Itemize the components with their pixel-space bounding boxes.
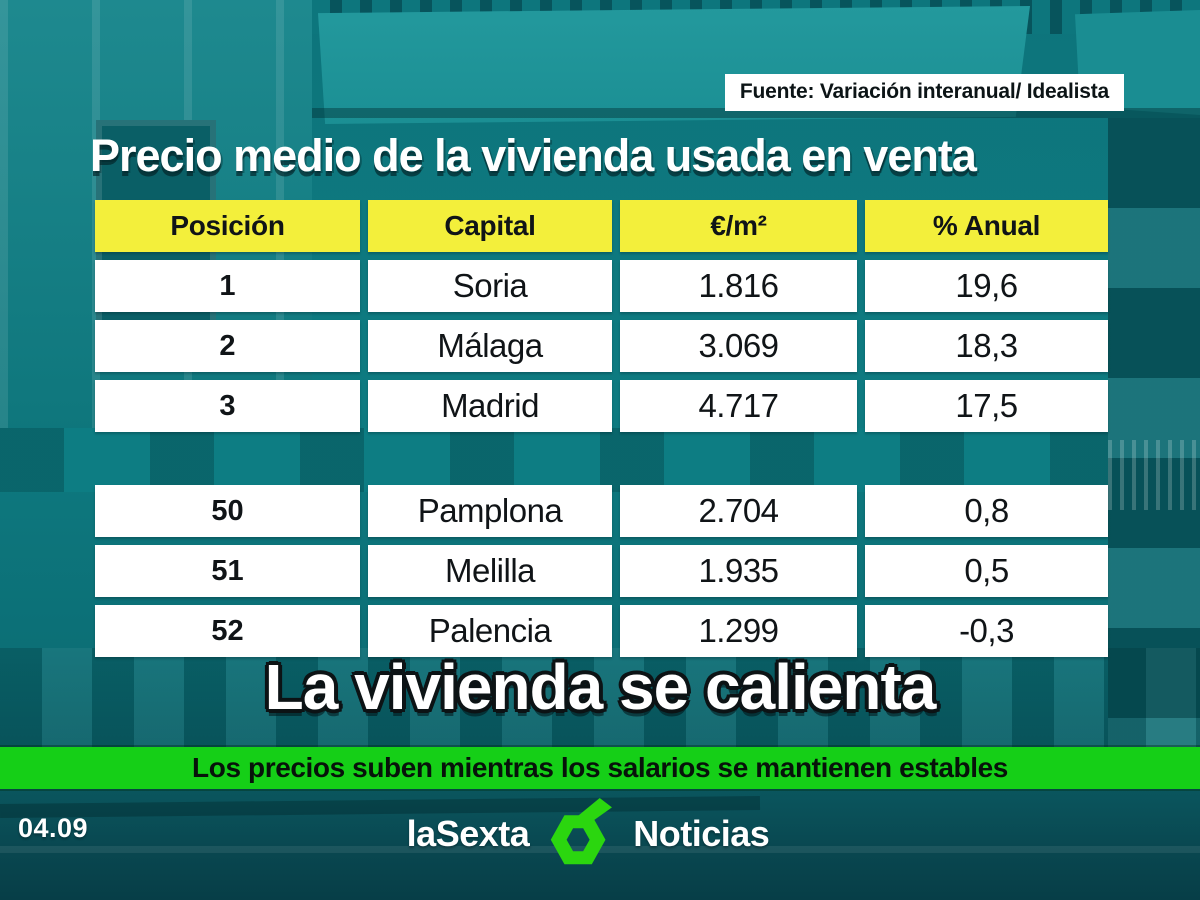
- table-cell-annual: 0,8: [865, 485, 1108, 537]
- table-cell-annual: 0,5: [865, 545, 1108, 597]
- table-cell-annual: 18,3: [865, 320, 1108, 372]
- table-cell-capital: Pamplona: [368, 485, 612, 537]
- table-cell-capital: Melilla: [368, 545, 612, 597]
- ticker-banner: Los precios suben mientras los salarios …: [0, 747, 1200, 789]
- building-column: [1108, 118, 1200, 790]
- table-gap-spacer: [95, 440, 1108, 477]
- col-header-capital: Capital: [368, 200, 612, 252]
- table-cell-position: 50: [95, 485, 360, 537]
- price-table: Posición Capital €/m² % Anual 1 Soria 1.…: [95, 200, 1108, 657]
- building-band: [0, 648, 1200, 748]
- table-cell-price: 4.717: [620, 380, 857, 432]
- table-cell-annual: 19,6: [865, 260, 1108, 312]
- balcony-rail: [0, 108, 1200, 118]
- page-title: Precio medio de la vivienda usada en ven…: [90, 130, 977, 181]
- table-cell-price: 3.069: [620, 320, 857, 372]
- table-cell-annual: 17,5: [865, 380, 1108, 432]
- col-header-annual: % Anual: [865, 200, 1108, 252]
- lasexta-wordmark: laSexta: [406, 813, 530, 854]
- table-cell-position: 52: [95, 605, 360, 657]
- ticker-banner-text: Los precios suben mientras los salarios …: [192, 752, 1008, 783]
- table-cell-price: 1.299: [620, 605, 857, 657]
- table-cell-position: 51: [95, 545, 360, 597]
- date-label: 04.09: [18, 813, 89, 843]
- building-band: [0, 428, 1200, 492]
- table-cell-capital: Málaga: [368, 320, 612, 372]
- headline: La vivienda se calienta: [264, 651, 937, 723]
- source-attribution: Fuente: Variación interanual/ Idealista: [724, 74, 1124, 111]
- noticias-wordmark: Noticias: [633, 813, 770, 854]
- table-cell-position: 3: [95, 380, 360, 432]
- lasexta-hexagon-logo-icon: [551, 798, 613, 865]
- table-cell-position: 1: [95, 260, 360, 312]
- table-cell-capital: Soria: [368, 260, 612, 312]
- col-header-posicion: Posición: [95, 200, 360, 252]
- table-cell-annual: -0,3: [865, 605, 1108, 657]
- table-cell-price: 1.935: [620, 545, 857, 597]
- table-cell-price: 2.704: [620, 485, 857, 537]
- table-cell-capital: Palencia: [368, 605, 612, 657]
- table-cell-position: 2: [95, 320, 360, 372]
- col-header-price: €/m²: [620, 200, 857, 252]
- table-cell-capital: Madrid: [368, 380, 612, 432]
- table-cell-price: 1.816: [620, 260, 857, 312]
- balcony-railing: [1108, 440, 1200, 510]
- channel-brand: laSexta Noticias: [0, 796, 1188, 872]
